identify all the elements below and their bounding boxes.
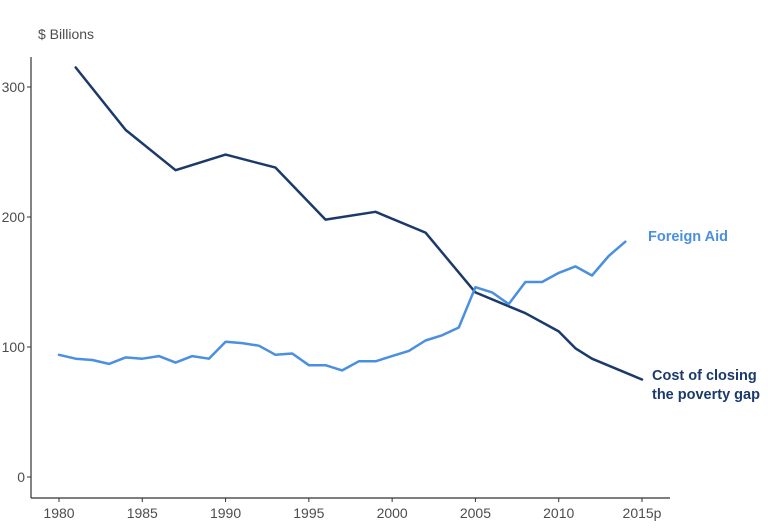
y-axis-unit-label: $ Billions [38, 26, 94, 42]
x-tick-label: 1980 [43, 505, 74, 521]
series-lines [57, 66, 644, 381]
y-tick-label: 300 [2, 79, 26, 95]
series-label-cost-of-closing-the-poverty-gap: Cost of closing the poverty gap [652, 368, 760, 403]
x-tick-label: 2000 [377, 505, 408, 521]
x-axis-ticks: 1980 1985 1990 1995 2000 2005 2010 2015p [43, 498, 662, 521]
x-tick-label: 1995 [293, 505, 324, 521]
y-tick-label: 0 [17, 469, 25, 485]
y-axis-ticks: 0 100 200 300 [2, 79, 31, 485]
series-label-foreign-aid: Foreign Aid [648, 229, 728, 245]
x-tick-label: 1985 [127, 505, 158, 521]
series-labels: Cost of closing the poverty gap Foreign Ai… [648, 229, 760, 403]
x-tick-label: 2015p [623, 505, 662, 521]
y-tick-label: 200 [2, 209, 26, 225]
x-tick-label: 2005 [460, 505, 491, 521]
series-line-foreign-aid [57, 240, 627, 372]
y-tick-label: 100 [2, 339, 26, 355]
x-tick-label: 1990 [210, 505, 241, 521]
axes [30, 57, 670, 499]
x-tick-label: 2010 [543, 505, 574, 521]
series-line-cost-of-closing-the-poverty-gap [74, 66, 644, 381]
